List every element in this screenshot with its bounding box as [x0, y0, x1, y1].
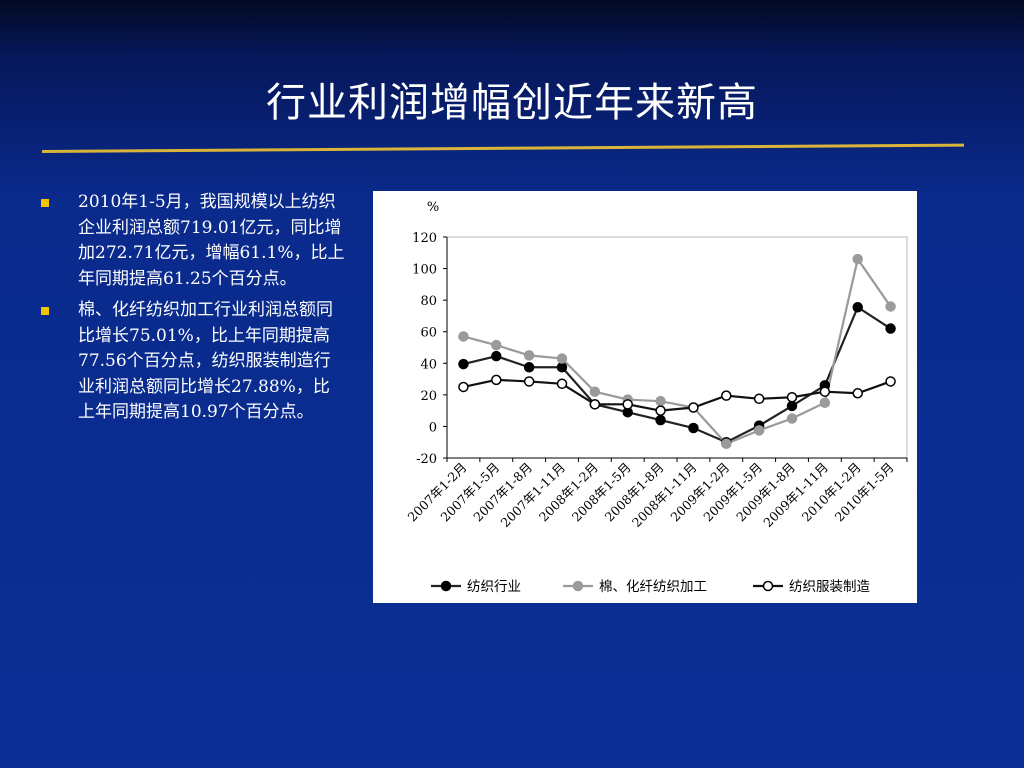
- data-point: [819, 386, 831, 397]
- bullet-square-icon: [41, 307, 49, 315]
- data-point: [721, 390, 732, 401]
- legend-marker: [572, 580, 584, 592]
- y-tick-label: 0: [429, 420, 437, 435]
- data-point: [655, 414, 666, 426]
- y-tick-label: 80: [420, 294, 437, 309]
- data-point: [622, 399, 633, 410]
- data-point: [885, 376, 896, 387]
- data-point: [852, 388, 863, 399]
- legend-label: 纺织行业: [467, 579, 521, 595]
- y-tick-label: 120: [412, 231, 437, 246]
- data-point: [819, 397, 831, 408]
- data-point: [556, 378, 568, 390]
- data-point: [458, 358, 469, 370]
- data-point: [786, 400, 798, 412]
- bullet-item: 2010年1-5月，我国规模以上纺织企业利润总额719.01亿元，同比增加272…: [36, 190, 346, 292]
- series-line: [463, 378, 891, 412]
- data-point: [556, 361, 568, 373]
- line-chart-svg: -20020406080100120%2007年1-2月2007年1-5月200…: [405, 200, 908, 595]
- data-point: [491, 374, 502, 386]
- data-point: [556, 353, 568, 364]
- y-tick-label: 60: [420, 326, 437, 341]
- data-point: [753, 393, 765, 405]
- data-point: [786, 391, 798, 403]
- series-line: [463, 305, 892, 444]
- y-tick-label: 100: [412, 263, 437, 278]
- data-point: [786, 413, 798, 424]
- bullet-square-icon: [41, 199, 49, 207]
- data-point: [688, 422, 699, 434]
- y-tick-label: 20: [420, 389, 437, 404]
- data-point: [523, 376, 535, 387]
- data-point: [885, 301, 896, 312]
- data-point: [885, 323, 896, 334]
- legend-label: 纺织服装制造: [789, 579, 870, 595]
- bullet-text: 2010年1-5月，我国规模以上纺织企业利润总额719.01亿元，同比增加272…: [78, 192, 345, 289]
- data-point: [688, 402, 699, 413]
- y-axis-label: %: [427, 200, 439, 215]
- data-point: [491, 350, 502, 362]
- data-point: [655, 405, 666, 416]
- data-point: [523, 350, 535, 361]
- legend-marker: [762, 580, 774, 592]
- data-point: [852, 253, 863, 265]
- data-point: [491, 339, 502, 351]
- data-point: [852, 301, 863, 313]
- bullet-item: 棉、化纤纺织加工行业利润总额同比增长75.01%，比上年同期提高77.56个百分…: [36, 298, 346, 426]
- data-point: [721, 438, 732, 450]
- title-divider: [41, 143, 964, 153]
- y-tick-label: 40: [420, 357, 437, 372]
- bullet-list: 2010年1-5月，我国规模以上纺织企业利润总额719.01亿元，同比增加272…: [36, 190, 346, 432]
- data-point: [523, 361, 535, 373]
- y-tick-label: -20: [416, 452, 437, 467]
- data-point: [458, 381, 469, 393]
- series-line: [463, 256, 892, 446]
- slide-title: 行业利润增幅创近年来新高: [266, 80, 758, 126]
- data-point: [589, 399, 601, 410]
- data-point: [753, 425, 765, 436]
- legend-marker: [440, 580, 452, 592]
- data-point: [655, 395, 666, 407]
- data-point: [458, 331, 469, 342]
- legend-label: 棉、化纤纺织加工: [599, 579, 707, 595]
- line-chart: -20 0 20 40 60 80 100 120% 2007年1-2月 2007年1-5月 200…: [373, 191, 917, 603]
- data-point: [589, 386, 601, 397]
- bullet-text: 棉、化纤纺织加工行业利润总额同比增长75.01%，比上年同期提高77.56个百分…: [78, 300, 333, 422]
